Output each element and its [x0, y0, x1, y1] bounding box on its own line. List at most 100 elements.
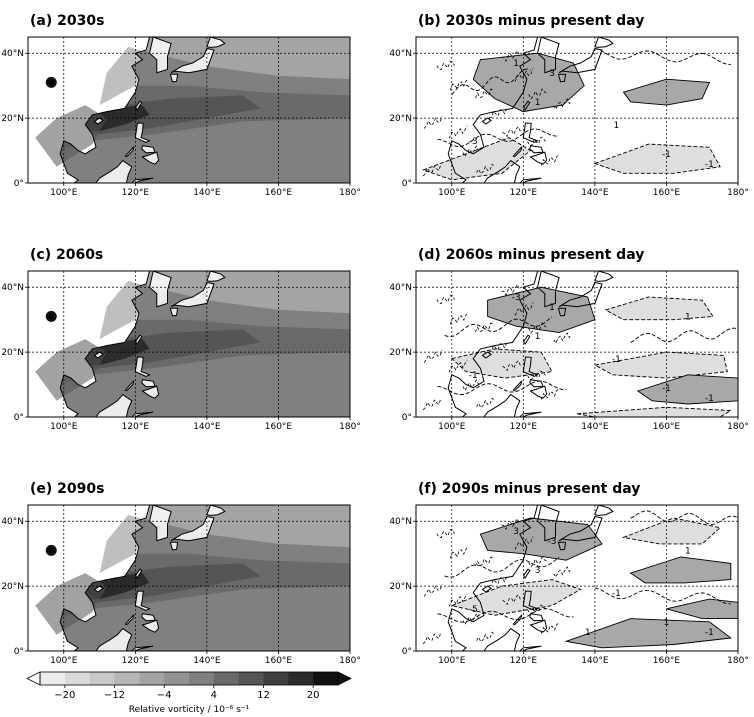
coastline-mindanao — [529, 385, 548, 399]
colorbar-tick-label: −4 — [157, 690, 172, 701]
diff-contour — [630, 327, 738, 343]
coastline-korea — [537, 271, 560, 308]
coastline-kyushu — [557, 73, 567, 83]
diff-contour-noise — [423, 583, 443, 597]
diff-contour-noise — [514, 68, 534, 82]
diff-contour-noise — [422, 632, 442, 645]
diff-contour-noise — [540, 622, 560, 634]
coastline-visayas — [529, 145, 544, 154]
diff-patch-positive — [472, 52, 585, 113]
panel-frame — [415, 504, 739, 652]
coastline-luzon — [134, 590, 151, 611]
tibet-core — [48, 313, 54, 319]
colorbar-tick-label: −20 — [54, 690, 75, 701]
x-tick-label: 120°E — [122, 188, 150, 198]
diff-contour-noise — [488, 576, 508, 586]
diff-contour-noise — [462, 613, 481, 626]
y-tick-label: 40°N — [389, 517, 412, 527]
colorbar-segment — [263, 672, 289, 685]
diff-contour-noise — [514, 536, 534, 550]
diff-contour-noise — [553, 332, 572, 345]
contour-label: 1 — [664, 618, 670, 628]
coastline-hainan — [481, 351, 492, 359]
colorbar-label: Relative vorticity / 10⁻⁶ s⁻¹ — [129, 705, 250, 715]
diff-patch-positive — [487, 286, 596, 334]
diff-contour-noise — [462, 145, 481, 158]
contour-label: 1 — [685, 313, 691, 323]
coastline-hokkaido — [206, 505, 226, 516]
x-tick-label: 100°E — [438, 422, 466, 432]
coastline-hokkaido — [594, 37, 614, 48]
field-band-north — [28, 37, 350, 80]
panel-a-plot — [28, 37, 350, 183]
diff-contour — [437, 128, 560, 147]
coastline-taiwan — [523, 100, 531, 111]
y-tick-label: 0° — [14, 647, 24, 657]
contour-label: -1 — [612, 589, 621, 599]
coastline-visayas — [529, 613, 544, 622]
contour-label: -1 — [705, 394, 714, 404]
x-tick-label: 180° — [339, 656, 361, 666]
y-tick-label: 0° — [14, 413, 24, 423]
panel-frame — [27, 270, 351, 418]
panel-title: (b) 2030s minus present day — [418, 13, 644, 29]
coastline-hainan — [481, 117, 492, 125]
contour-label: 1 — [685, 547, 691, 557]
panel-d-plot: 1 1 -1 -1 -1 -1 -3 1 — [416, 271, 738, 417]
colorbar-segment — [164, 672, 190, 685]
diff-contour-noise — [423, 349, 443, 363]
coastline-sulawesi — [131, 177, 154, 183]
coastline-luzon — [134, 122, 151, 143]
diff-contour-noise — [502, 594, 521, 606]
contour-label: -1 — [705, 160, 714, 170]
y-tick-label: 0° — [402, 647, 412, 657]
tibet-core — [48, 547, 54, 553]
y-tick-label: 40°N — [389, 283, 412, 293]
coastline-mainland — [447, 271, 539, 417]
x-tick-label: 140°E — [193, 656, 221, 666]
colorbar-tick-label: 12 — [257, 690, 270, 701]
diff-patch-positive — [479, 517, 603, 561]
colorbar-segment — [64, 672, 90, 685]
diff-contour-noise — [501, 283, 520, 296]
land-shading-china — [99, 280, 150, 340]
contour-label: 3 — [549, 69, 555, 79]
y-tick-label: 20°N — [1, 348, 24, 358]
x-tick-label: 180° — [339, 422, 361, 432]
diff-patch-negative — [604, 296, 714, 321]
colorbar-extend-high — [337, 671, 352, 686]
diff-contour-noise — [448, 593, 468, 607]
panel-title: (f) 2090s minus present day — [418, 481, 640, 497]
colorbar-tick-label: 20 — [307, 690, 320, 701]
panel-frame — [415, 270, 739, 418]
x-tick-label: 140°E — [193, 188, 221, 198]
diff-contour-noise — [448, 125, 468, 139]
contour-label: -3 — [469, 137, 478, 147]
colorbar-segment — [288, 672, 314, 685]
y-tick-label: 20°N — [389, 582, 412, 592]
colorbar: −20 −12 −4 4 12 20 Relative vorticity / 10⁻⁶ s… — [26, 671, 352, 715]
coastline-kyushu — [169, 541, 179, 551]
coastline-mainland — [59, 37, 151, 183]
colorbar-segment — [213, 672, 239, 685]
panel-frame — [27, 36, 351, 184]
diff-patch-negative — [450, 348, 553, 379]
coastline-honshu — [558, 281, 603, 308]
coastline-kyushu — [169, 307, 179, 317]
y-tick-label: 40°N — [1, 517, 24, 527]
y-tick-label: 0° — [402, 179, 412, 189]
diff-contour-noise — [462, 379, 481, 392]
panel-f: 3 -3 1 -1 -1 -5 3 1 1 (f) 2090s minus present day… — [389, 481, 749, 666]
x-tick-label: 160°E — [265, 422, 293, 432]
diff-contour-noise — [422, 164, 442, 177]
diff-contour — [594, 48, 731, 65]
coastline-luzon — [522, 122, 539, 143]
coastline-mindanao — [141, 151, 160, 165]
colorbar-segment — [40, 672, 66, 685]
panel-title: (a) 2030s — [30, 13, 104, 29]
contour-label: 1 — [535, 332, 541, 342]
diff-contour-noise — [540, 154, 560, 166]
coastline-visayas — [141, 613, 156, 622]
diff-contour-noise — [502, 126, 521, 138]
x-tick-label: 140°E — [581, 188, 609, 198]
